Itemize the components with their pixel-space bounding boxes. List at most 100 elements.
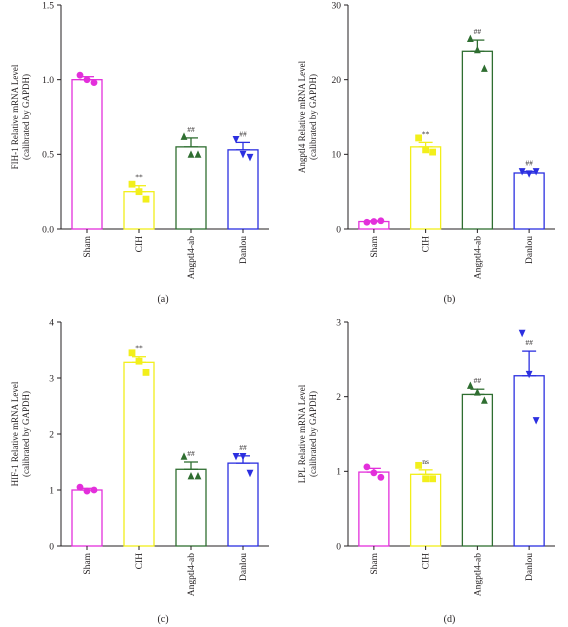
data-point [90, 79, 98, 87]
y-axis-label: FIH-1 Relative mRNA Level [10, 64, 20, 169]
bar-cih [123, 191, 155, 230]
y-axis-label: (calibrated by GAPDH) [21, 74, 31, 160]
data-point [429, 475, 437, 483]
bar-angptl4-ab [461, 393, 494, 547]
bar-sham [358, 471, 390, 547]
data-point [422, 475, 430, 483]
data-point [363, 463, 371, 471]
y-axis-label: LPL Relative mRNA Level [297, 384, 307, 483]
significance-label: ns [422, 457, 429, 466]
data-point [518, 168, 526, 176]
data-point [83, 487, 91, 495]
chart-panel-d: 0 1 2 3 LPL Relative mRNA Level (calibrated b… [297, 318, 555, 625]
data-point [246, 153, 254, 162]
significance-label: ## [239, 443, 247, 452]
data-point [135, 188, 143, 196]
bar-cih [409, 473, 442, 547]
data-point [128, 180, 136, 188]
y-axis-label: Angptl4 Relative mRNA Level [297, 60, 307, 173]
data-point [466, 381, 474, 389]
y-tick-label: 1.5 [42, 1, 54, 11]
y-tick-label: 3 [336, 318, 341, 328]
data-point [232, 136, 240, 144]
data-point [415, 461, 423, 469]
y-tick-label: 1 [336, 468, 341, 478]
bar-angptl4-ab [461, 50, 494, 230]
significance-label: ## [525, 338, 533, 347]
category-label: CIH [422, 236, 432, 253]
data-point [532, 417, 540, 425]
bar-cih [123, 361, 155, 547]
data-point [246, 469, 254, 478]
y-tick-label: 3 [49, 374, 54, 384]
chart-panel-c: 0 1 2 3 4 HIF-1 Relative mRNA Level (calibrate… [10, 318, 269, 625]
y-tick-label: 0 [336, 542, 341, 552]
data-point [480, 64, 488, 72]
significance-label: ## [474, 27, 482, 36]
category-label: Danlou [239, 553, 249, 581]
category-label: Angptl4-ab [473, 553, 483, 597]
bar-danlou [227, 149, 259, 230]
y-tick-label: 2 [49, 430, 54, 440]
significance-label: ** [135, 344, 143, 353]
data-point [525, 370, 533, 379]
data-point [83, 76, 91, 84]
bar-danlou [513, 172, 545, 230]
data-point [142, 195, 150, 203]
significance-label: ## [187, 449, 195, 458]
data-point [532, 168, 540, 176]
data-point [422, 146, 430, 154]
panel-label: (c) [157, 614, 168, 625]
data-point [180, 452, 188, 460]
significance-label: ## [187, 125, 195, 134]
data-point [128, 349, 136, 357]
bar-angptl4-ab [175, 468, 207, 547]
data-point [429, 148, 437, 156]
data-point [473, 388, 481, 396]
bar-danlou [227, 462, 259, 547]
panel-label: (a) [157, 294, 168, 305]
y-axis-label: (calibrated by GAPDH) [308, 74, 318, 160]
y-tick-label: 4 [49, 318, 54, 328]
data-point [187, 472, 195, 480]
category-label: Danlou [525, 236, 535, 264]
data-point [363, 218, 371, 226]
data-point [187, 150, 195, 158]
data-point [232, 453, 240, 461]
category-label: CIH [135, 236, 145, 253]
y-tick-label: 30 [332, 1, 342, 11]
y-tick-label: 2 [336, 393, 341, 403]
y-tick-label: 0.5 [42, 151, 54, 161]
category-label: Sham [83, 235, 93, 257]
panel-label: (b) [444, 294, 456, 305]
chart-panel-a: 0.0 0.5 1.0 1.5 FIH-1 Relative mRNA Level (ca… [10, 1, 269, 305]
category-label: Sham [83, 552, 93, 574]
category-label: Danlou [525, 553, 535, 581]
data-point [90, 486, 98, 494]
bar-angptl4-ab [175, 146, 207, 230]
significance-label: ** [135, 173, 143, 182]
data-point [239, 150, 247, 159]
data-point [370, 218, 378, 225]
data-point [135, 357, 143, 365]
y-tick-label: 10 [332, 151, 342, 161]
data-point [142, 369, 150, 376]
y-tick-label: 0 [49, 542, 54, 552]
y-axis-label: (calibrated by GAPDH) [308, 391, 318, 477]
data-point [194, 472, 202, 480]
category-label: Angptl4-ab [187, 553, 197, 597]
category-label: Sham [370, 552, 380, 574]
data-point [377, 217, 385, 225]
bar-sham [71, 79, 103, 230]
data-point [480, 396, 488, 404]
significance-label: ## [474, 376, 482, 385]
data-point [239, 453, 247, 461]
y-axis-label: HIF-1 Relative mRNA Level [10, 381, 20, 486]
category-label: Danlou [239, 236, 249, 264]
y-tick-label: 20 [332, 76, 342, 86]
category-label: Angptl4-ab [187, 236, 197, 280]
chart-panel-b: 0 10 20 30 Angptl4 Relative mRNA Level (calib… [297, 1, 555, 305]
significance-label: ## [525, 159, 533, 168]
bar-sham [71, 489, 103, 547]
bar-cih [409, 146, 442, 230]
